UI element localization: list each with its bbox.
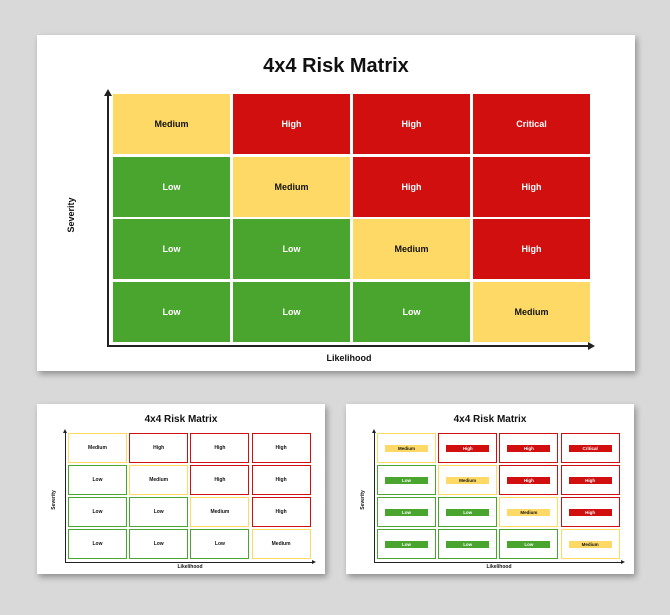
risk-tag-label: Low	[446, 508, 490, 516]
outline-slide-title: 4x4 Risk Matrix	[144, 414, 218, 425]
risk-tag-label: Low	[446, 540, 490, 548]
risk-cell-main-r4-c4: Medium	[473, 281, 590, 342]
main-x-axis	[107, 342, 595, 349]
main-y-axis-label: Severity	[66, 197, 76, 233]
risk-cell-outline-r3-c4: High	[251, 497, 311, 527]
risk-cell-outline-r4-c4: Medium	[251, 529, 311, 559]
risk-cell-tagged-r4-c4: Medium	[560, 529, 620, 559]
risk-cell-main-r3-c2: Low	[233, 219, 350, 279]
risk-cell-main-r4-c3: Low	[353, 281, 470, 342]
risk-tag-label: High	[507, 444, 551, 452]
risk-cell-main-r1-c3: High	[353, 94, 470, 154]
risk-cell-main-r2-c3: High	[353, 156, 470, 217]
risk-cell-main-r1-c2: High	[233, 94, 350, 154]
risk-tag-label: High	[568, 508, 612, 516]
risk-cell-tagged-r1-c1: Medium	[377, 433, 436, 463]
risk-tag-label: Critical	[568, 444, 612, 452]
risk-cell-outline-r4-c3: Low	[190, 529, 250, 559]
main-slide-title: 4x4 Risk Matrix	[263, 55, 409, 77]
risk-cell-tagged-r3-c2: Low	[438, 497, 498, 527]
risk-tag-label: High	[507, 476, 551, 484]
main-slide[interactable]: 4x4 Risk Matrix Severity Likelihood Medi…	[37, 35, 635, 371]
risk-cell-tagged-r1-c4: Critical	[560, 433, 620, 463]
risk-cell-outline-r2-c3: High	[190, 465, 250, 495]
risk-cell-outline-r4-c1: Low	[68, 529, 127, 559]
risk-cell-tagged-r4-c2: Low	[438, 529, 498, 559]
risk-cell-tagged-r3-c3: Medium	[499, 497, 559, 527]
risk-cell-main-r2-c1: Low	[113, 156, 230, 217]
main-y-axis	[104, 89, 111, 346]
risk-tag-label: Low	[385, 476, 428, 484]
outline-y-axis-label: Severity	[51, 490, 57, 510]
risk-tag-label: High	[446, 444, 490, 452]
risk-cell-main-r4-c1: Low	[113, 281, 230, 342]
risk-cell-outline-r2-c2: Medium	[129, 465, 189, 495]
risk-cell-tagged-r2-c4: High	[560, 465, 620, 495]
risk-cell-tagged-r4-c3: Low	[499, 529, 559, 559]
risk-cell-tagged-r2-c3: High	[499, 465, 559, 495]
risk-cell-outline-r3-c1: Low	[68, 497, 127, 527]
risk-cell-tagged-r2-c1: Low	[377, 465, 436, 495]
risk-cell-outline-r3-c3: Medium	[190, 497, 250, 527]
risk-cell-tagged-r2-c2: Medium	[438, 465, 498, 495]
tagged-y-axis	[372, 429, 376, 562]
risk-cell-outline-r2-c4: High	[251, 465, 311, 495]
risk-cell-main-r3-c1: Low	[113, 219, 230, 279]
risk-cell-main-r4-c2: Low	[233, 281, 350, 342]
risk-tag-label: Low	[507, 540, 551, 548]
risk-cell-tagged-r1-c2: High	[438, 433, 498, 463]
risk-cell-main-r3-c3: Medium	[353, 219, 470, 279]
tagged-slide-title: 4x4 Risk Matrix	[453, 414, 527, 425]
risk-cell-outline-r1-c1: Medium	[68, 433, 127, 463]
risk-cell-outline-r1-c3: High	[190, 433, 250, 463]
risk-tag-label: Medium	[385, 444, 428, 452]
risk-tag-label: Low	[385, 540, 428, 548]
risk-cell-outline-r1-c2: High	[129, 433, 189, 463]
risk-cell-main-r1-c1: Medium	[113, 94, 230, 154]
risk-cell-main-r2-c4: High	[473, 156, 590, 217]
tagged-y-axis-label: Severity	[360, 490, 366, 510]
risk-tag-label: Low	[385, 508, 428, 516]
tagged-x-axis-label: Likelihood	[486, 564, 512, 570]
tagged-slide-thumbnail[interactable]: 4x4 Risk Matrix Severity Likelihood Medi…	[346, 404, 634, 574]
risk-tag-label: Medium	[507, 508, 551, 516]
risk-cell-main-r1-c4: Critical	[473, 94, 590, 154]
risk-cell-tagged-r4-c1: Low	[377, 529, 436, 559]
risk-tag-label: High	[568, 476, 612, 484]
risk-cell-outline-r4-c2: Low	[129, 529, 189, 559]
risk-cell-tagged-r1-c3: High	[499, 433, 559, 463]
outline-y-axis	[63, 429, 67, 562]
outline-x-axis-label: Likelihood	[177, 564, 203, 570]
risk-cell-outline-r3-c2: Low	[129, 497, 189, 527]
outline-slide-thumbnail[interactable]: 4x4 Risk Matrix Severity Likelihood Medi…	[37, 404, 325, 574]
risk-cell-main-r2-c2: Medium	[233, 156, 350, 217]
risk-cell-tagged-r3-c1: Low	[377, 497, 436, 527]
risk-cell-outline-r1-c4: High	[251, 433, 311, 463]
risk-cell-outline-r2-c1: Low	[68, 465, 127, 495]
outline-x-axis	[65, 560, 316, 564]
main-x-axis-label: Likelihood	[326, 353, 372, 363]
risk-tag-label: Medium	[446, 476, 490, 484]
risk-cell-tagged-r3-c4: High	[560, 497, 620, 527]
risk-tag-label: Medium	[568, 540, 612, 548]
risk-cell-main-r3-c4: High	[473, 219, 590, 279]
tagged-x-axis	[374, 560, 625, 564]
